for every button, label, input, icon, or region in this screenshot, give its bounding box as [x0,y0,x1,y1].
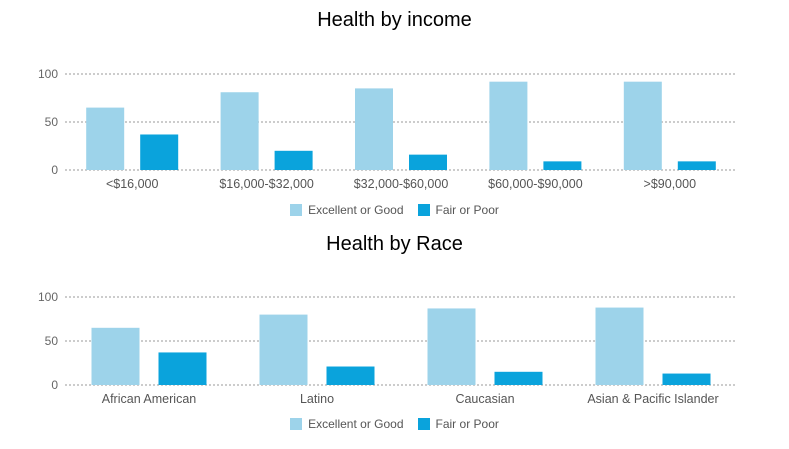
legend-item-poor: Fair or Poor [417,417,499,431]
x-category-label: $16,000-$32,000 [219,177,314,191]
bar-excellent-or-good [259,314,308,385]
bar-excellent-or-good [220,92,259,170]
legend-item-poor: Fair or Poor [417,203,499,217]
chart-title-income: Health by income [317,9,472,31]
bar-fair-or-poor [409,154,447,170]
legend-swatch-poor [417,418,430,430]
bar-fair-or-poor [543,161,582,170]
y-tick-label: 50 [45,334,59,348]
bar-fair-or-poor [677,161,716,170]
bar-fair-or-poor [140,134,179,170]
legend-income: Excellent or Good Fair or Poor [0,203,789,217]
bar-fair-or-poor [494,371,543,385]
legend-swatch-good [290,418,303,430]
y-tick-label: 0 [51,378,58,392]
bar-excellent-or-good [427,308,476,385]
bar-excellent-or-good [91,327,140,385]
x-category-label: >$90,000 [644,177,697,191]
x-category-label: African American [102,392,197,406]
legend-label-poor: Fair or Poor [435,203,499,217]
x-category-label: <$16,000 [106,177,159,191]
legend-label-poor: Fair or Poor [435,417,499,431]
legend-label-good: Excellent or Good [308,417,404,431]
bar-excellent-or-good [355,88,393,170]
bar-excellent-or-good [86,107,125,170]
bar-fair-or-poor [662,373,711,385]
legend-race: Excellent or Good Fair or Poor [0,417,789,431]
bar-fair-or-poor [158,352,207,385]
bar-fair-or-poor [274,150,313,170]
bar-fair-or-poor [326,366,375,385]
bar-excellent-or-good [623,81,662,170]
legend-item-good: Excellent or Good [290,203,404,217]
legend-label-good: Excellent or Good [308,203,404,217]
y-tick-label: 100 [38,67,58,81]
x-category-label: Asian & Pacific Islander [587,392,718,406]
y-tick-label: 50 [45,115,59,129]
legend-swatch-good [290,204,303,216]
legend-item-good: Excellent or Good [290,417,404,431]
y-tick-label: 0 [51,163,58,177]
x-category-label: Latino [300,392,334,406]
legend-swatch-poor [417,204,430,216]
x-category-label: $60,000-$90,000 [488,177,583,191]
bar-excellent-or-good [489,81,528,170]
y-tick-label: 100 [38,290,58,304]
bar-excellent-or-good [595,307,644,385]
x-category-label: $32,000-$60,000 [354,177,449,191]
x-category-label: Caucasian [455,392,514,406]
chart-title-race: Health by Race [326,233,463,255]
